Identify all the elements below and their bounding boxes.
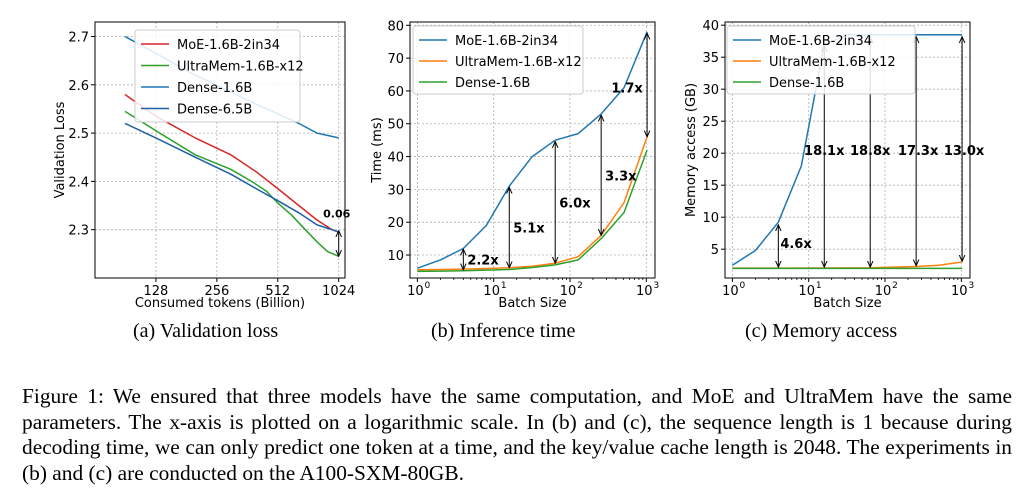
y-tick-label: 25 xyxy=(702,115,719,130)
x-tick-label: 10 xyxy=(951,284,968,299)
y-tick-label: 30 xyxy=(387,183,404,198)
x-tick-label: 10 xyxy=(722,284,739,299)
x-tick-exponent: 2 xyxy=(892,281,898,291)
legend-label: UltraMem-1.6B-x12 xyxy=(177,60,304,75)
annotation-label: 4.6x xyxy=(780,237,812,252)
x-tick-label: 10 xyxy=(798,284,815,299)
y-tick-label: 5 xyxy=(711,243,719,258)
y-axis-label: Time (ms) xyxy=(370,117,385,184)
annotation-label: 13.0x xyxy=(944,144,985,159)
y-tick-label: 15 xyxy=(702,179,719,194)
legend-label: Dense-1.6B xyxy=(177,81,252,96)
x-tick-label: 10 xyxy=(483,284,500,299)
x-tick-exponent: 1 xyxy=(816,281,822,291)
y-tick-label: 35 xyxy=(702,51,719,66)
annotation-label: 2.2x xyxy=(467,253,499,268)
series-line xyxy=(417,149,648,273)
x-tick-exponent: 2 xyxy=(577,281,583,291)
panel-caption-a: (a) Validation loss xyxy=(133,320,279,342)
plot-frame xyxy=(94,21,346,279)
y-tick-label: 40 xyxy=(387,151,404,166)
x-tick-label: 512 xyxy=(265,284,290,299)
y-axis-label: Memory access (GB) xyxy=(684,83,699,217)
legend-box xyxy=(134,29,301,123)
y-tick-label: 70 xyxy=(387,52,404,67)
y-tick-label: 2.3 xyxy=(68,224,89,239)
x-axis-label: Consumed tokens (Billion) xyxy=(135,296,305,311)
x-tick-exponent: 0 xyxy=(740,281,746,291)
x-tick-exponent: 3 xyxy=(968,281,974,291)
series-line xyxy=(124,93,339,233)
annotation-label: 18.1x xyxy=(804,144,845,159)
y-tick-label: 2.5 xyxy=(68,127,89,142)
plot-frame xyxy=(409,21,656,279)
annotation-label: 5.1x xyxy=(513,222,545,237)
legend-label: MoE-1.6B-2in34 xyxy=(769,34,872,49)
x-tick-label: 256 xyxy=(204,284,229,299)
series-line xyxy=(732,261,963,269)
y-tick-label: 60 xyxy=(387,85,404,100)
y-tick-label: 20 xyxy=(387,216,404,231)
panel-caption-b: (b) Inference time xyxy=(431,320,576,342)
legend-label: Dense-1.6B xyxy=(769,76,844,91)
y-tick-label: 50 xyxy=(387,118,404,133)
panel-caption-c: (c) Memory access xyxy=(745,320,898,342)
x-tick-exponent: 1 xyxy=(501,281,507,291)
figure-caption: Figure 1: We ensured that three models h… xyxy=(22,384,1012,485)
y-tick-label: 30 xyxy=(702,83,719,98)
y-tick-label: 40 xyxy=(702,19,719,34)
series-line xyxy=(124,122,339,233)
y-tick-label: 10 xyxy=(387,249,404,264)
plot-frame xyxy=(724,21,971,279)
x-tick-label: 10 xyxy=(636,284,653,299)
x-axis-label: Batch Size xyxy=(813,296,881,311)
legend-box xyxy=(726,25,916,95)
legend-label: UltraMem-1.6B-x12 xyxy=(455,55,582,70)
legend-label: Dense-1.6B xyxy=(455,76,530,91)
x-tick-label: 10 xyxy=(875,284,892,299)
x-tick-exponent: 3 xyxy=(653,281,659,291)
x-tick-label: 10 xyxy=(560,284,577,299)
y-tick-label: 20 xyxy=(702,147,719,162)
annotation-label: 3.3x xyxy=(605,169,637,184)
y-tick-label: 2.6 xyxy=(68,79,89,94)
x-tick-label: 1024 xyxy=(322,284,355,299)
legend-label: MoE-1.6B-2in34 xyxy=(455,34,558,49)
legend-label: UltraMem-1.6B-x12 xyxy=(769,55,896,70)
y-tick-label: 2.7 xyxy=(68,30,89,45)
x-tick-label: 10 xyxy=(407,284,424,299)
x-tick-exponent: 0 xyxy=(425,281,431,291)
annotation-label: 1.7x xyxy=(611,82,643,97)
series-line xyxy=(417,136,648,271)
x-axis-label: Batch Size xyxy=(498,296,566,311)
annotation-label: 17.3x xyxy=(898,144,939,159)
y-tick-label: 2.4 xyxy=(68,175,89,190)
x-tick-label: 128 xyxy=(144,284,169,299)
annotation-label: 0.06 xyxy=(323,208,350,221)
legend-label: Dense-6.5B xyxy=(177,103,252,118)
annotation-label: 18.8x xyxy=(850,144,891,159)
y-tick-label: 10 xyxy=(702,211,719,226)
chart-1: 0.06 2.3 2.4 2.5 2.6 2.7 128 256 512 1024 Consumed… xyxy=(53,21,355,311)
y-axis-label: Validation Loss xyxy=(53,101,68,198)
legend-box xyxy=(412,25,584,95)
series-line xyxy=(417,31,648,269)
legend-label: MoE-1.6B-2in34 xyxy=(177,38,280,53)
y-tick-label: 80 xyxy=(387,19,404,34)
annotation-label: 6.0x xyxy=(559,196,591,211)
